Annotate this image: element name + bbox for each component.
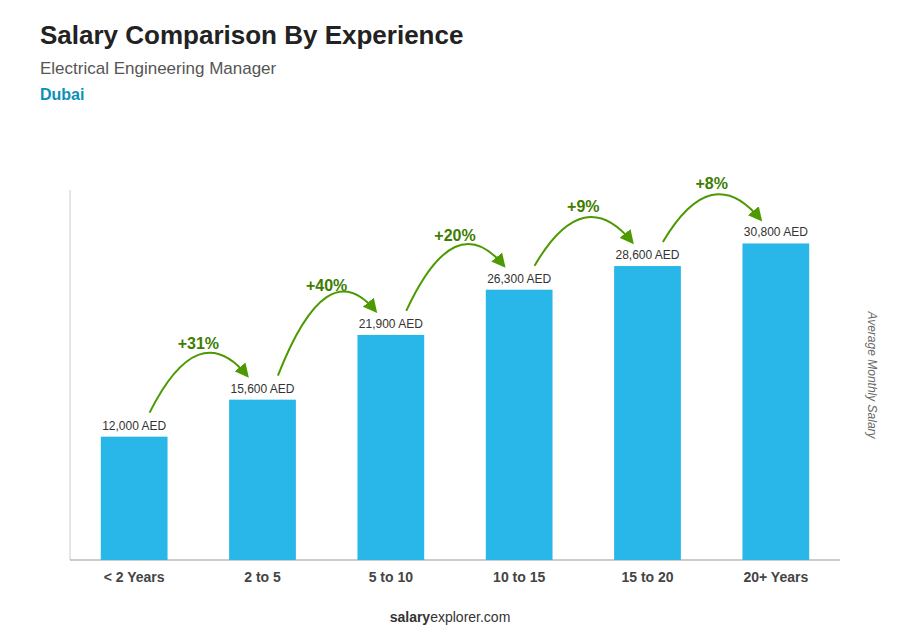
y-axis-line: [70, 190, 71, 560]
bar: [357, 335, 424, 560]
x-axis-line: [70, 560, 840, 561]
change-label: +20%: [434, 227, 475, 244]
chart-root: Salary Comparison By Experience Electrica…: [0, 0, 900, 641]
bar: [614, 266, 681, 560]
footer-part: salary: [390, 609, 431, 625]
bar: [101, 437, 168, 560]
footer: salaryexplorer.com: [390, 609, 511, 625]
value-label: 26,300 AED: [487, 272, 551, 286]
change-label: +9%: [567, 198, 599, 215]
change-label: +31%: [178, 335, 219, 352]
value-label: 21,900 AED: [359, 317, 423, 331]
y-axis-label: Average Monthly Salary: [865, 310, 879, 439]
bar: [742, 243, 809, 560]
x-tick-label: 5 to 10: [369, 569, 414, 585]
change-arc: [663, 194, 761, 242]
value-label: 12,000 AED: [102, 419, 166, 433]
x-tick-label: < 2 Years: [104, 569, 165, 585]
x-tick-label: 15 to 20: [621, 569, 673, 585]
city: Dubai: [40, 86, 84, 103]
chart-svg: Salary Comparison By Experience Electrica…: [0, 0, 900, 641]
x-tick-label: 20+ Years: [743, 569, 808, 585]
change-arc: [406, 244, 504, 311]
change-arc: [150, 353, 248, 413]
value-label: 15,600 AED: [230, 382, 294, 396]
change-label: +40%: [306, 277, 347, 294]
footer-part: explorer.com: [430, 609, 510, 625]
change-arc: [278, 291, 376, 375]
bar: [486, 290, 553, 560]
bar: [229, 400, 296, 560]
x-tick-label: 10 to 15: [493, 569, 545, 585]
bars: [101, 243, 809, 560]
value-label: 28,600 AED: [615, 248, 679, 262]
value-label: 30,800 AED: [744, 225, 808, 239]
x-tick-label: 2 to 5: [244, 569, 281, 585]
change-arc: [535, 217, 633, 266]
title: Salary Comparison By Experience: [40, 20, 463, 50]
subtitle: Electrical Engineering Manager: [40, 59, 277, 78]
change-label: +8%: [695, 175, 727, 192]
